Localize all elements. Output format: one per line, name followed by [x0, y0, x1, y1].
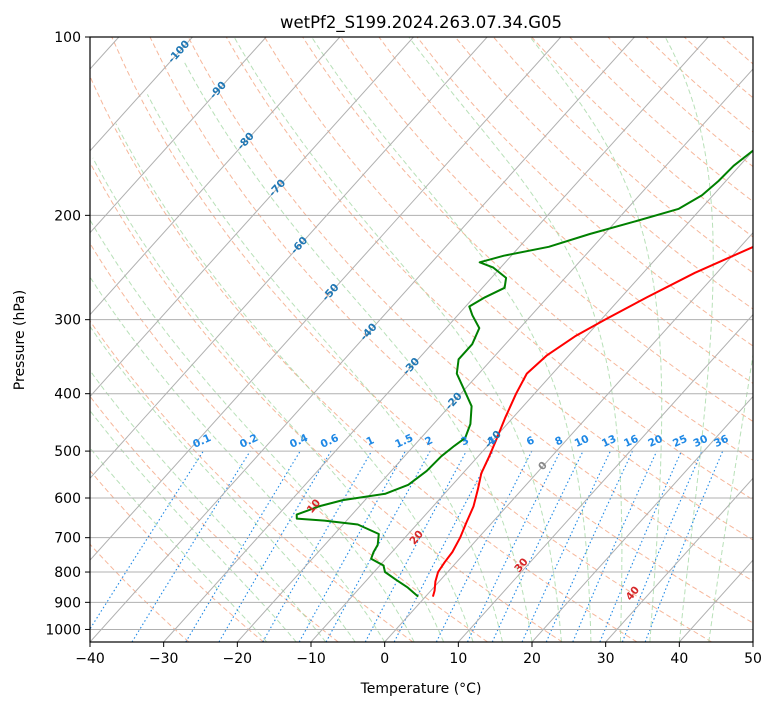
- y-tick-label: 900: [54, 595, 81, 611]
- x-tick-label: 0: [380, 651, 389, 667]
- moist-adiabat-line: [90, 409, 297, 642]
- mixing-ratio-label: 30: [691, 433, 709, 450]
- mixing-ratio-line: [545, 450, 633, 642]
- profile-series: [295, 149, 753, 598]
- dry-adiabat-line: [454, 37, 753, 310]
- y-axis-label: Pressure (hPa): [12, 290, 28, 390]
- x-tick-label: −30: [149, 651, 179, 667]
- dry-adiabat-line: [416, 37, 753, 347]
- mixing-ratio-label: 4: [486, 434, 498, 448]
- dry-adiabat-line: [90, 161, 563, 642]
- isotherm-gridline: [90, 37, 267, 234]
- dewpoint-line: [295, 149, 753, 598]
- mixing-ratio-label: 25: [671, 433, 689, 450]
- isotherm-gridline: [90, 37, 635, 642]
- x-tick-label: −40: [75, 651, 105, 667]
- isotherm-gridline: [752, 641, 753, 642]
- x-tick-label: −10: [296, 651, 326, 667]
- y-tick-label: 700: [54, 531, 81, 547]
- dry-adiabat-line: [187, 37, 753, 582]
- dry-adiabat-line: [90, 469, 264, 642]
- isobar-grid: [90, 37, 753, 630]
- y-tick-label: 300: [54, 313, 81, 329]
- mixing-ratio-line: [621, 450, 703, 642]
- y-tick-label: 200: [54, 208, 81, 224]
- moist-adiabat-line: [90, 276, 386, 642]
- y-tick-label: 600: [54, 491, 81, 507]
- moist-adiabat-line: [183, 61, 533, 642]
- isotherm-gridline: [457, 313, 753, 642]
- mixing-ratio-label: 8: [553, 434, 565, 448]
- mixing-ratio-label: 16: [622, 433, 640, 450]
- moist-adiabat-line: [90, 369, 327, 642]
- y-tick-label: 500: [54, 444, 81, 460]
- mixing-ratio-label: 3: [459, 434, 471, 448]
- isotherm-gridline: [90, 37, 341, 316]
- mixing-ratio-label: 1: [364, 434, 376, 448]
- chart-title: wetPf2_S199.2024.263.07.34.G05: [280, 13, 562, 33]
- mixing-ratio-line: [599, 450, 682, 642]
- moist-adiabat-line: [115, 123, 474, 642]
- y-axis-ticks: 1000 900 800 700 600 500 400 300 200 100: [45, 30, 90, 638]
- mixing-ratio-line: [325, 450, 431, 642]
- y-tick-label: 1000: [45, 622, 81, 638]
- mixing-ratio-line: [364, 450, 467, 642]
- mixing-ratio-label: 6: [525, 434, 537, 448]
- isotherm-grid: [90, 37, 753, 642]
- temperature-line: [431, 245, 753, 597]
- dry-adiabat-line: [761, 37, 775, 642]
- moist-adiabat-line: [90, 325, 356, 642]
- isotherm-gridline: [90, 37, 414, 398]
- x-axis-label: Temperature (°C): [360, 681, 482, 697]
- moist-adiabat-line: [408, 37, 623, 642]
- x-tick-label: 50: [744, 651, 762, 667]
- mixing-ratio-label: 10: [573, 433, 591, 450]
- dry-adiabat-line: [340, 37, 753, 423]
- y-tick-label: 400: [54, 387, 81, 403]
- y-tick-label: 100: [54, 30, 81, 46]
- x-tick-label: 10: [449, 651, 467, 667]
- isotherm-gridline: [90, 37, 488, 480]
- mixing-ratio-label: 2: [423, 434, 435, 448]
- moist-adiabat-line: [233, 37, 562, 642]
- moist-adiabat-line: [708, 351, 753, 642]
- plot-frame: [89, 36, 754, 643]
- x-axis-ticks: −40 −30 −20 −10 0 10 20 30 40 50: [75, 642, 762, 667]
- moist-adiabat-line: [90, 218, 415, 642]
- x-tick-label: 30: [597, 651, 615, 667]
- dry-adiabat-line: [149, 37, 753, 624]
- mixing-ratio-label: 20: [646, 433, 664, 450]
- x-tick-label: 40: [670, 651, 688, 667]
- isotherm-gridline: [236, 68, 753, 642]
- plot-background: [90, 37, 753, 642]
- x-tick-label: 20: [523, 651, 541, 667]
- isotherm-gridline: [531, 395, 753, 642]
- mixing-ratio-line: [90, 450, 204, 630]
- isotherm-gridline: [605, 477, 753, 642]
- isotherm-gridline: [384, 231, 753, 642]
- dry-adiabat-line: [90, 242, 488, 642]
- dry-adiabat-line: [264, 37, 753, 501]
- moist-adiabat-line: [311, 37, 592, 642]
- isotherm-gridline: [163, 37, 709, 642]
- mixing-ratio-line: [644, 450, 724, 642]
- mixing-ratio-line: [435, 450, 533, 642]
- isotherm-gridline: [310, 150, 753, 642]
- y-tick-label: 800: [54, 565, 81, 581]
- isotherm-gridline: [90, 37, 562, 561]
- mixing-ratio-label: 13: [600, 433, 618, 450]
- isotherm-gridline: [90, 37, 193, 152]
- dry-adiabat-line: [90, 75, 638, 642]
- moist-adiabat-line: [529, 37, 663, 642]
- plot-area: -100-90-80-70-60-50-40-30-20-10010203040…: [90, 37, 775, 642]
- x-tick-label: −20: [223, 651, 253, 667]
- mixing-ratio-line: [572, 450, 658, 642]
- moist-adiabat-line: [664, 37, 714, 642]
- mixing-ratio-label: 36: [712, 433, 730, 450]
